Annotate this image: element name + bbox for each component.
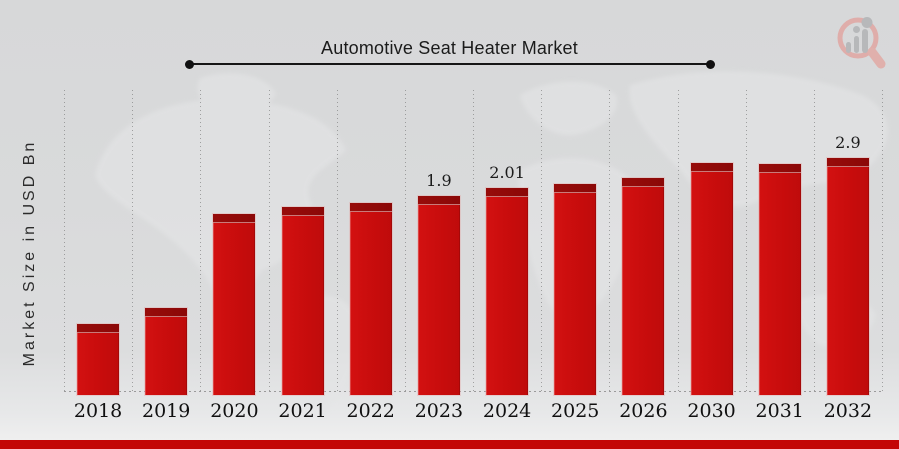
gridline-vertical <box>745 90 747 391</box>
x-tick-label-2031: 2031 <box>755 400 804 422</box>
gridline-vertical <box>813 90 815 391</box>
bar-2030 <box>690 163 733 395</box>
bar-cap-2018 <box>77 324 120 333</box>
gridline-vertical <box>541 90 543 391</box>
title-divider-line <box>185 60 715 69</box>
bar-cap-2024 <box>486 188 529 197</box>
value-label-2024: 2.01 <box>489 163 525 182</box>
gridline-vertical <box>882 90 883 391</box>
divider-left-dot-icon <box>185 60 194 69</box>
x-tick-label-2022: 2022 <box>346 400 395 422</box>
bar-cap-2025 <box>554 184 597 193</box>
x-tick-label-2018: 2018 <box>73 400 123 422</box>
gridline-vertical <box>200 90 202 391</box>
gridline-vertical <box>609 90 611 391</box>
gridline-vertical <box>64 90 65 391</box>
bar-2023 <box>417 196 460 395</box>
value-label-2032: 2.9 <box>835 133 861 152</box>
x-tick-label-2032: 2032 <box>823 400 873 422</box>
bar-cap-2031 <box>758 164 801 173</box>
chart-title: Automotive Seat Heater Market <box>321 38 578 59</box>
divider-right-dot-icon <box>706 60 715 69</box>
x-tick-label-2023: 2023 <box>414 400 464 422</box>
bar-cap-2022 <box>349 203 392 212</box>
x-tick-label-2025: 2025 <box>551 400 600 422</box>
x-tick-label-2026: 2026 <box>619 400 668 422</box>
bar-2022 <box>349 203 392 395</box>
bar-2025 <box>554 184 597 395</box>
bar-cap-2023 <box>417 196 460 205</box>
bar-cap-2032 <box>826 158 869 167</box>
bar-2020 <box>213 214 256 395</box>
x-tick-label-2030: 2030 <box>687 400 736 422</box>
bar-2018 <box>77 324 120 395</box>
bar-cap-2030 <box>690 163 733 172</box>
bar-cap-2021 <box>281 207 324 216</box>
bar-2031 <box>758 164 801 395</box>
x-tick-label-2020: 2020 <box>210 400 259 422</box>
gridline-vertical <box>336 90 338 391</box>
bar-2032 <box>826 158 869 395</box>
bar-cap-2020 <box>213 214 256 223</box>
y-axis-label: Market Size in USD Bn <box>21 139 38 367</box>
bottom-accent-bar <box>0 440 899 449</box>
gridline-vertical <box>473 90 474 391</box>
x-tick-label-2021: 2021 <box>278 400 327 422</box>
x-tick-label-2019: 2019 <box>142 400 191 422</box>
gridline-vertical <box>677 90 679 391</box>
value-label-2023: 1.9 <box>426 171 452 190</box>
bar-cap-2026 <box>622 178 665 187</box>
gridline-vertical <box>268 90 270 391</box>
axis-baseline <box>64 391 882 392</box>
bar-2024 <box>486 188 529 395</box>
gridline-vertical <box>404 90 406 391</box>
bar-2026 <box>622 178 665 395</box>
bar-2021 <box>281 207 324 395</box>
magnifier-bar-chart-logo-icon <box>837 17 886 69</box>
gridline-vertical <box>132 90 134 391</box>
bar-2019 <box>145 308 188 395</box>
bar-cap-2019 <box>145 308 188 317</box>
x-tick-label-2024: 2024 <box>482 400 532 422</box>
